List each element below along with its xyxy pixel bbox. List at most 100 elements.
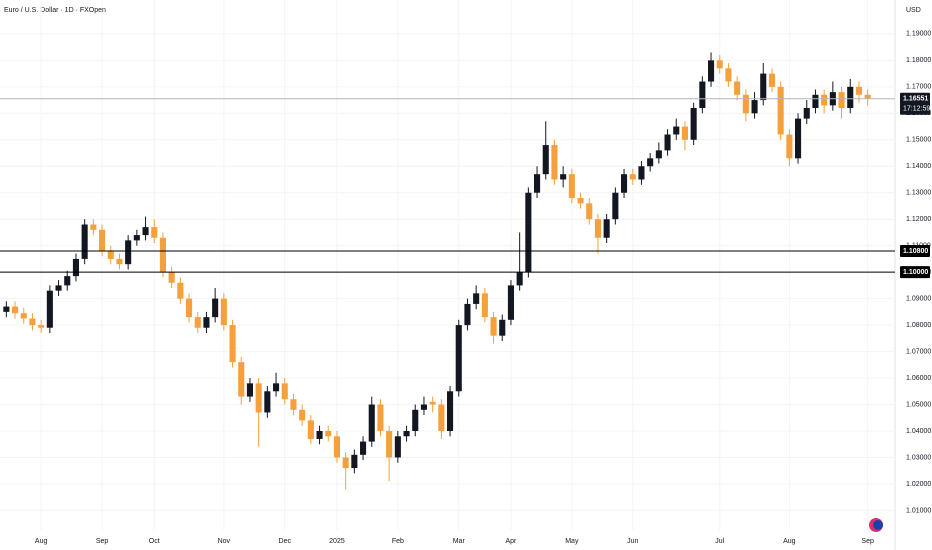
y-tick-label: 1.17000 — [906, 84, 931, 91]
candle-body — [159, 237, 166, 273]
x-tick-label: Nov — [218, 538, 231, 545]
candle-body — [255, 383, 262, 413]
candle-body — [203, 317, 210, 328]
candle-body — [429, 401, 436, 405]
x-tick-label: Mar — [453, 538, 466, 545]
x-tick-label: Sep — [861, 538, 874, 545]
candle-body — [264, 391, 271, 413]
y-tick-label: 1.15000 — [906, 137, 931, 144]
candle-body — [168, 272, 175, 283]
candle-body — [351, 454, 358, 469]
candle-body — [821, 94, 828, 106]
candle-body — [525, 192, 532, 273]
candle-body — [742, 94, 749, 114]
x-tick-label: Oct — [149, 538, 160, 545]
candle-body — [464, 303, 471, 326]
candle-body — [90, 224, 97, 230]
candle-body — [507, 285, 514, 320]
candle-body — [786, 134, 793, 159]
x-tick-label: Dec — [279, 538, 292, 545]
candle-body — [220, 298, 227, 326]
candle-body — [151, 227, 158, 238]
candle-body — [612, 192, 619, 220]
x-tick-label: Aug — [783, 538, 796, 545]
candle-body — [568, 174, 575, 199]
x-tick-label: Apr — [505, 538, 517, 545]
candle-body — [333, 436, 340, 458]
candle-body — [133, 235, 140, 241]
candle-body — [46, 290, 53, 328]
level-label: 1.10800 — [903, 248, 928, 255]
candle-body — [72, 258, 79, 277]
candle-body — [342, 457, 349, 469]
level-tag — [900, 266, 930, 279]
candle-body — [534, 174, 541, 193]
candle-body — [299, 409, 306, 421]
candle-body — [325, 430, 332, 437]
y-tick-label: 1.03000 — [906, 454, 931, 461]
candle-body — [768, 73, 775, 87]
candle-body — [394, 436, 401, 458]
y-tick-label: 1.19000 — [906, 31, 931, 38]
candle-body — [708, 60, 715, 82]
candle-body — [38, 325, 45, 328]
candle-body — [386, 430, 393, 458]
candle-body — [725, 68, 732, 82]
candle-body — [855, 86, 862, 95]
candle-body — [455, 325, 462, 392]
candle-body — [551, 145, 558, 180]
candle-body — [420, 404, 427, 410]
y-tick-label: 1.14000 — [906, 163, 931, 170]
y-tick-label: 1.09000 — [906, 295, 931, 302]
candle-body — [246, 383, 253, 397]
candle-body — [777, 86, 784, 135]
candle-body — [212, 298, 219, 318]
candle-body — [177, 282, 184, 299]
candle-body — [803, 108, 810, 119]
candle-body — [664, 134, 671, 151]
y-tick-label: 1.04000 — [906, 428, 931, 435]
candle-body — [29, 318, 36, 326]
candle-body — [655, 150, 662, 159]
candle-body — [638, 166, 645, 180]
candle-body — [690, 108, 697, 140]
y-tick-label: 1.08000 — [906, 322, 931, 329]
x-tick-label: Jul — [715, 538, 724, 545]
y-tick-label: 1.18000 — [906, 57, 931, 64]
candle-body — [716, 60, 723, 69]
level-label: 1.10000 — [903, 269, 928, 276]
x-tick-label: Aug — [35, 538, 48, 545]
candle-body — [699, 81, 706, 109]
x-tick-label: Feb — [392, 538, 404, 545]
candle-body — [594, 219, 601, 238]
candle-body — [516, 272, 523, 286]
candle-body — [647, 158, 654, 167]
last-price-tag — [900, 92, 930, 115]
candle-body — [795, 118, 802, 159]
candle-body — [238, 362, 245, 397]
candle-body — [99, 229, 106, 251]
candle-body — [368, 404, 375, 442]
candle-body — [116, 258, 123, 265]
y-tick-label: 1.13000 — [906, 190, 931, 197]
candle-body — [490, 317, 497, 336]
candle-body — [64, 276, 71, 286]
candle-body — [847, 86, 854, 109]
candle-body — [734, 81, 741, 95]
currency-label: USD — [906, 7, 921, 14]
candle-body — [681, 126, 688, 140]
candle-body — [125, 240, 132, 265]
candle-body — [229, 325, 236, 363]
y-tick-label: 1.05000 — [906, 401, 931, 408]
candle-body — [603, 219, 610, 238]
y-tick-label: 1.06000 — [906, 375, 931, 382]
x-tick-label: May — [565, 538, 579, 545]
y-tick-label: 1.07000 — [906, 348, 931, 355]
candle-body — [673, 126, 680, 135]
candle-body — [629, 174, 636, 180]
candle-body — [447, 391, 454, 431]
candle-layer — [3, 52, 871, 490]
candle-body — [3, 306, 10, 312]
candle-body — [12, 306, 19, 314]
